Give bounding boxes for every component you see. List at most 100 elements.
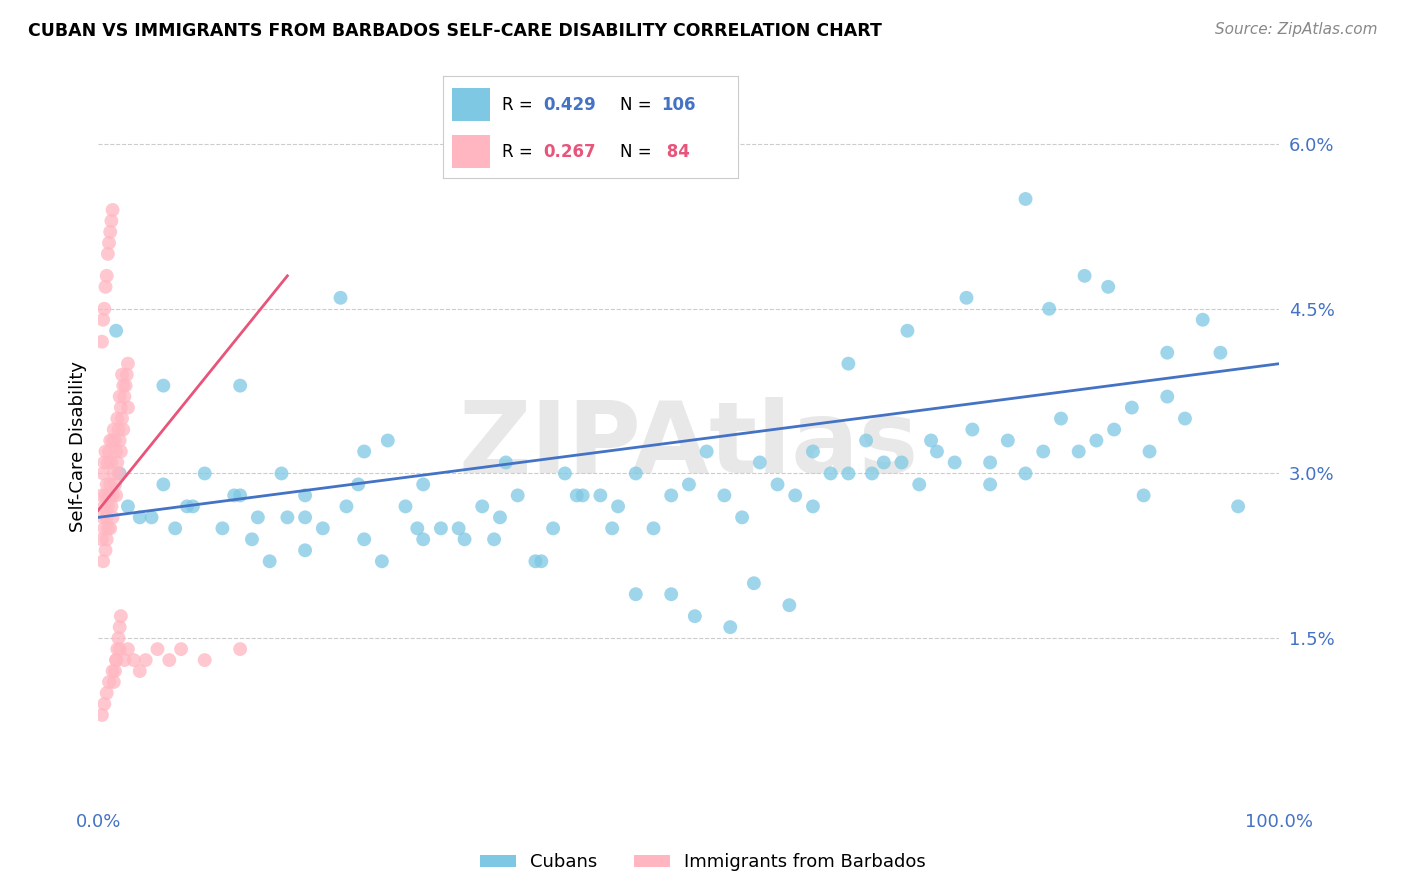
- Point: [412, 477, 434, 491]
- Point: [141, 510, 163, 524]
- Point: [896, 324, 918, 338]
- Bar: [451, 88, 491, 121]
- Point: [347, 477, 370, 491]
- Point: [176, 500, 198, 514]
- Text: R =: R =: [502, 143, 538, 161]
- Point: [108, 642, 131, 657]
- Point: [406, 521, 429, 535]
- Point: [962, 423, 984, 437]
- Point: [97, 521, 120, 535]
- Point: [105, 642, 128, 657]
- Point: [112, 390, 135, 404]
- Point: [108, 390, 131, 404]
- Point: [94, 280, 117, 294]
- Point: [270, 467, 292, 481]
- Point: [108, 620, 131, 634]
- Point: [1191, 312, 1213, 326]
- Point: [925, 444, 948, 458]
- Point: [801, 500, 824, 514]
- Point: [659, 488, 682, 502]
- Point: [554, 467, 576, 481]
- Point: [110, 609, 132, 624]
- Point: [107, 631, 129, 645]
- Text: CUBAN VS IMMIGRANTS FROM BARBADOS SELF-CARE DISABILITY CORRELATION CHART: CUBAN VS IMMIGRANTS FROM BARBADOS SELF-C…: [28, 22, 882, 40]
- Point: [108, 434, 131, 448]
- Point: [294, 510, 316, 524]
- Point: [908, 477, 931, 491]
- Point: [246, 510, 269, 524]
- Point: [170, 642, 193, 657]
- Point: [110, 401, 132, 415]
- Point: [152, 477, 174, 491]
- Point: [1038, 301, 1060, 316]
- Point: [785, 488, 807, 502]
- Point: [91, 510, 114, 524]
- Point: [1209, 345, 1232, 359]
- Point: [353, 444, 375, 458]
- Text: 84: 84: [661, 143, 690, 161]
- Point: [107, 467, 129, 481]
- Point: [371, 554, 394, 568]
- Point: [1102, 423, 1125, 437]
- Point: [997, 434, 1019, 448]
- Point: [731, 510, 754, 524]
- Point: [718, 620, 741, 634]
- Point: [91, 334, 114, 349]
- Point: [100, 500, 122, 514]
- Point: [943, 455, 966, 469]
- Point: [165, 521, 187, 535]
- Point: [471, 500, 494, 514]
- Text: 0.267: 0.267: [543, 143, 596, 161]
- Point: [98, 675, 121, 690]
- Point: [240, 533, 263, 547]
- Point: [91, 708, 114, 723]
- Point: [112, 423, 135, 437]
- Point: [100, 214, 122, 228]
- Point: [105, 444, 128, 458]
- Text: N =: N =: [620, 143, 657, 161]
- Point: [1156, 345, 1178, 359]
- Point: [105, 455, 128, 469]
- Point: [101, 664, 124, 678]
- Point: [447, 521, 470, 535]
- Point: [93, 697, 115, 711]
- Point: [98, 477, 121, 491]
- Point: [696, 444, 718, 458]
- Point: [105, 324, 128, 338]
- Point: [115, 368, 138, 382]
- Point: [678, 477, 700, 491]
- Point: [1174, 411, 1197, 425]
- Point: [713, 488, 735, 502]
- Bar: [451, 136, 491, 168]
- Point: [105, 653, 128, 667]
- Point: [91, 554, 114, 568]
- Point: [93, 500, 115, 514]
- Point: [96, 686, 118, 700]
- Point: [117, 642, 139, 657]
- Point: [105, 411, 128, 425]
- Point: [482, 533, 505, 547]
- Point: [659, 587, 682, 601]
- Point: [96, 477, 118, 491]
- Point: [873, 455, 896, 469]
- Point: [607, 500, 630, 514]
- Point: [1132, 488, 1154, 502]
- Point: [114, 378, 136, 392]
- Point: [742, 576, 765, 591]
- Point: [96, 510, 118, 524]
- Point: [101, 488, 124, 502]
- Point: [837, 467, 859, 481]
- Point: [1139, 444, 1161, 458]
- Point: [1032, 444, 1054, 458]
- Point: [801, 444, 824, 458]
- Point: [1014, 467, 1036, 481]
- Point: [91, 467, 114, 481]
- Point: [152, 378, 174, 392]
- Point: [683, 609, 706, 624]
- Point: [108, 467, 131, 481]
- Point: [103, 423, 125, 437]
- Point: [624, 467, 647, 481]
- Point: [394, 500, 416, 514]
- Point: [224, 488, 246, 502]
- Point: [820, 467, 842, 481]
